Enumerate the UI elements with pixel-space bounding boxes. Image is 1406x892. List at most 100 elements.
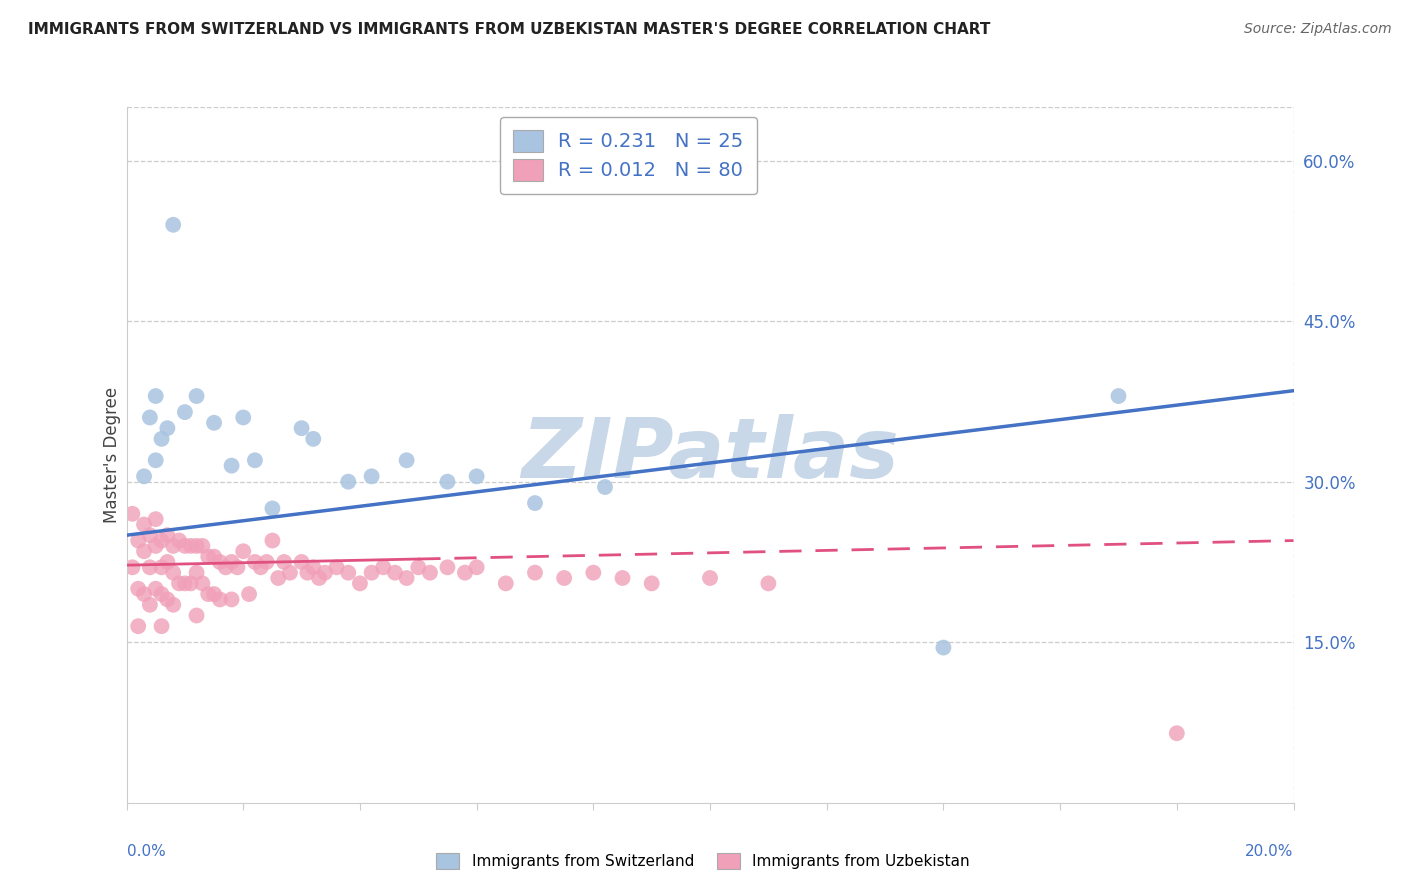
Point <box>373 560 395 574</box>
Point <box>256 555 278 569</box>
Point <box>278 566 301 580</box>
Point <box>150 533 173 548</box>
Point <box>186 566 208 580</box>
Point <box>186 389 208 403</box>
Point <box>360 469 382 483</box>
Point <box>436 475 458 489</box>
Point <box>127 582 149 596</box>
Point <box>314 566 336 580</box>
Point <box>612 571 634 585</box>
Point <box>150 560 173 574</box>
Point <box>465 560 488 574</box>
Point <box>145 389 167 403</box>
Point <box>297 566 319 580</box>
Point <box>243 453 266 467</box>
Point <box>302 560 325 574</box>
Point <box>132 544 155 558</box>
Point <box>150 432 173 446</box>
Point <box>593 480 616 494</box>
Point <box>226 560 249 574</box>
Point <box>1108 389 1130 403</box>
Point <box>308 571 330 585</box>
Point <box>156 592 179 607</box>
Point <box>495 576 517 591</box>
Point <box>932 640 955 655</box>
Text: IMMIGRANTS FROM SWITZERLAND VS IMMIGRANTS FROM UZBEKISTAN MASTER'S DEGREE CORREL: IMMIGRANTS FROM SWITZERLAND VS IMMIGRANT… <box>28 22 990 37</box>
Point <box>208 592 231 607</box>
Point <box>139 560 162 574</box>
Point <box>139 528 162 542</box>
Y-axis label: Master's Degree: Master's Degree <box>103 387 121 523</box>
Point <box>524 566 547 580</box>
Point <box>232 410 254 425</box>
Point <box>232 544 254 558</box>
Point <box>524 496 547 510</box>
Point <box>127 533 149 548</box>
Point <box>132 517 155 532</box>
Point <box>139 410 162 425</box>
Point <box>202 549 225 564</box>
Point <box>208 555 231 569</box>
Legend: R = 0.231   N = 25, R = 0.012   N = 80: R = 0.231 N = 25, R = 0.012 N = 80 <box>499 117 756 194</box>
Point <box>436 560 458 574</box>
Point <box>132 469 155 483</box>
Point <box>215 560 238 574</box>
Point <box>273 555 295 569</box>
Point <box>290 555 312 569</box>
Point <box>290 421 312 435</box>
Point <box>408 560 430 574</box>
Point <box>360 566 382 580</box>
Point <box>249 560 271 574</box>
Point <box>221 592 243 607</box>
Point <box>121 560 143 574</box>
Point <box>180 539 202 553</box>
Point <box>156 421 179 435</box>
Point <box>162 539 184 553</box>
Point <box>262 533 284 548</box>
Point <box>699 571 721 585</box>
Point <box>395 453 418 467</box>
Point <box>150 619 173 633</box>
Text: 20.0%: 20.0% <box>1246 845 1294 859</box>
Point <box>267 571 290 585</box>
Point <box>180 576 202 591</box>
Point <box>238 587 260 601</box>
Text: ZIPatlas: ZIPatlas <box>522 415 898 495</box>
Point <box>221 458 243 473</box>
Point <box>302 432 325 446</box>
Point <box>162 218 184 232</box>
Point <box>139 598 162 612</box>
Point <box>337 566 360 580</box>
Point <box>145 512 167 526</box>
Point <box>186 539 208 553</box>
Point <box>145 582 167 596</box>
Point <box>167 533 190 548</box>
Point <box>202 416 225 430</box>
Point <box>582 566 605 580</box>
Point <box>145 539 167 553</box>
Point <box>465 469 488 483</box>
Point <box>191 576 214 591</box>
Legend: Immigrants from Switzerland, Immigrants from Uzbekistan: Immigrants from Switzerland, Immigrants … <box>430 847 976 875</box>
Point <box>174 576 197 591</box>
Point <box>127 619 149 633</box>
Point <box>145 453 167 467</box>
Point <box>337 475 360 489</box>
Point <box>162 566 184 580</box>
Point <box>640 576 664 591</box>
Point <box>156 555 179 569</box>
Point <box>156 528 179 542</box>
Point <box>202 587 225 601</box>
Point <box>349 576 371 591</box>
Point <box>191 539 214 553</box>
Point <box>262 501 284 516</box>
Point <box>132 587 155 601</box>
Point <box>325 560 347 574</box>
Point <box>121 507 143 521</box>
Point <box>150 587 173 601</box>
Point <box>197 587 219 601</box>
Point <box>162 598 184 612</box>
Point <box>384 566 406 580</box>
Point <box>174 405 197 419</box>
Text: Source: ZipAtlas.com: Source: ZipAtlas.com <box>1244 22 1392 37</box>
